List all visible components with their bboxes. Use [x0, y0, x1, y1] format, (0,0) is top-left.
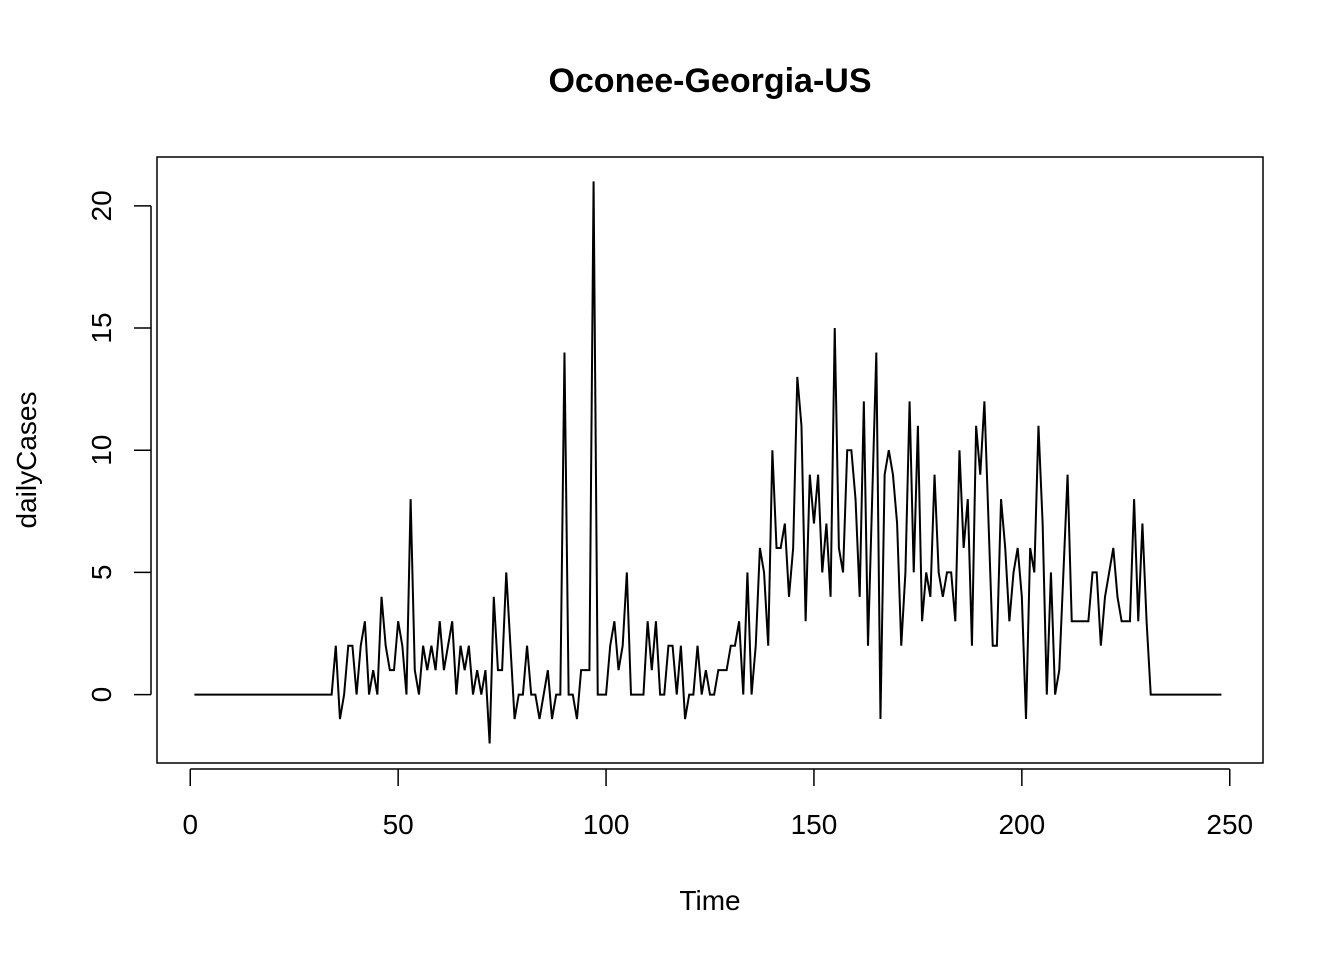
- plot-frame: [156, 156, 1264, 764]
- x-tick-label: 50: [383, 809, 414, 840]
- y-tick-label: 5: [86, 565, 117, 581]
- x-tick-label: 200: [998, 809, 1045, 840]
- y-tick-label: 10: [86, 435, 117, 466]
- y-tick-label: 20: [86, 190, 117, 221]
- x-axis: 0 50 100 150 200 250: [182, 768, 1253, 840]
- x-tick-label: 100: [583, 809, 630, 840]
- y-axis-label: dailyCases: [11, 392, 42, 529]
- y-tick-label: 0: [86, 687, 117, 703]
- series-line-daily-cases: [194, 181, 1222, 744]
- x-axis-label: Time: [679, 885, 740, 916]
- y-axis: 0 5 10 15 20: [86, 190, 152, 703]
- chart-title: Oconee-Georgia-US: [548, 62, 871, 100]
- x-tick-label: 0: [182, 809, 198, 840]
- x-tick-label: 150: [791, 809, 838, 840]
- y-tick-label: 15: [86, 312, 117, 343]
- x-tick-label: 250: [1206, 809, 1253, 840]
